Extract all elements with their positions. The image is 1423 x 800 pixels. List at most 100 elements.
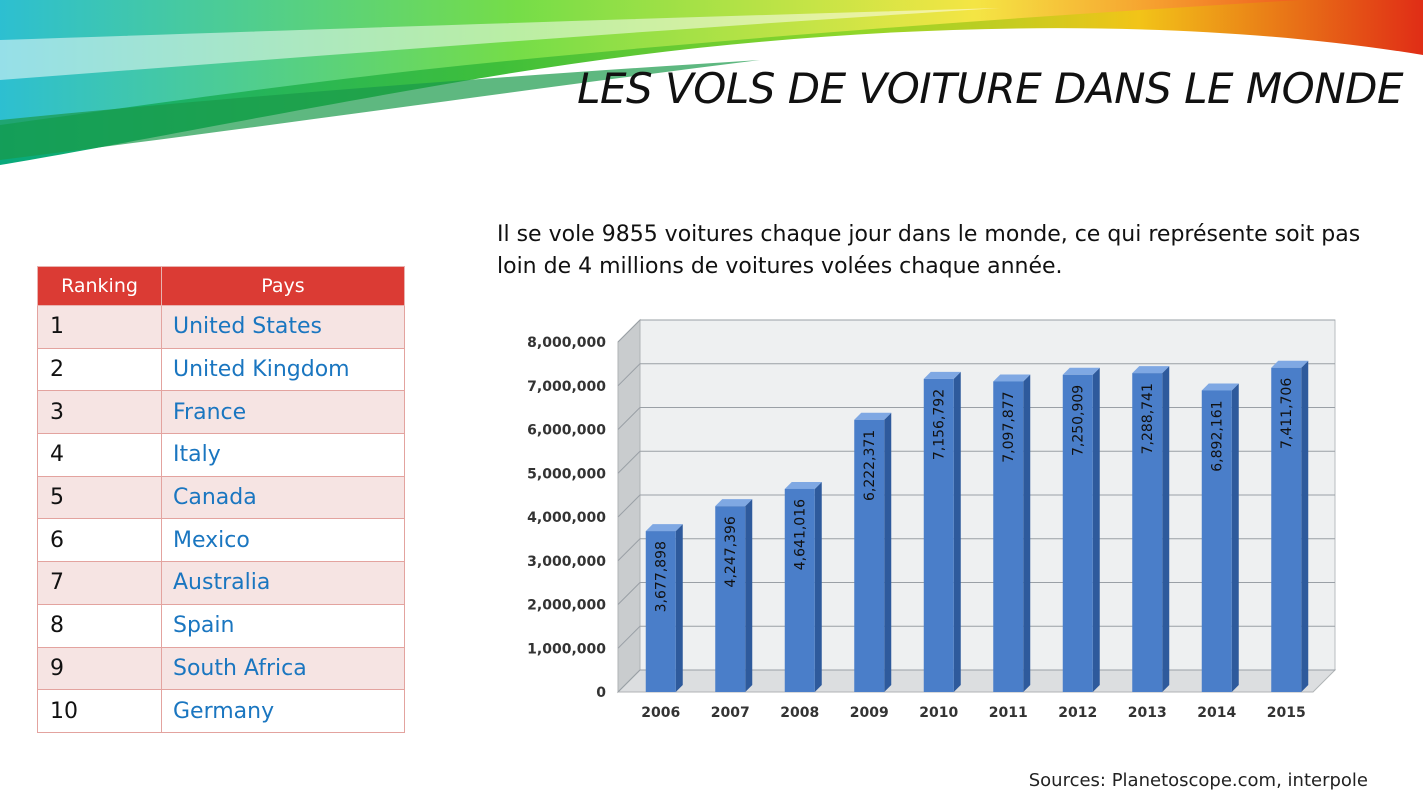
slide-title: LES VOLS DE VOITURE DANS LE MONDE bbox=[577, 64, 1403, 113]
bar-data-label: 7,097,877 bbox=[1001, 391, 1017, 462]
bar-side bbox=[1023, 374, 1031, 692]
bar bbox=[1271, 367, 1302, 692]
x-tick-label: 2006 bbox=[641, 705, 680, 721]
bar-top bbox=[923, 371, 961, 379]
table-row: 7 Australia bbox=[37, 561, 405, 605]
gridline bbox=[617, 538, 1335, 562]
rank-cell: 5 bbox=[37, 475, 162, 520]
rank-cell: 4 bbox=[37, 433, 162, 477]
country-cell: United States bbox=[161, 305, 405, 349]
rank-cell: 2 bbox=[37, 347, 162, 392]
y-tick-label: 0 bbox=[596, 685, 606, 701]
table-row: 8 Spain bbox=[37, 603, 405, 648]
intro-text: Il se vole 9855 voitures chaque jour dan… bbox=[497, 222, 1361, 279]
country-cell: France bbox=[161, 390, 405, 435]
rank-cell: 7 bbox=[37, 561, 162, 605]
header-ranking: Ranking bbox=[37, 266, 162, 306]
bar-top bbox=[1201, 383, 1239, 391]
bar-top bbox=[1271, 360, 1309, 368]
gridline bbox=[617, 407, 1335, 430]
ranking-table-body: 1 United States 2 United Kingdom 3 France 4 Ita… bbox=[37, 305, 405, 733]
rank-cell: 6 bbox=[37, 518, 162, 563]
bar-data-label: 7,250,909 bbox=[1071, 385, 1087, 456]
bar bbox=[1062, 374, 1093, 692]
gridline bbox=[617, 363, 1335, 387]
country-cell: United Kingdom bbox=[161, 347, 405, 392]
gridline bbox=[617, 494, 1335, 518]
table-header-row: Ranking Pays bbox=[37, 266, 405, 306]
bar bbox=[993, 381, 1024, 692]
y-tick-label: 7,000,000 bbox=[527, 379, 606, 395]
rank-cell: 1 bbox=[37, 305, 162, 349]
bar-side bbox=[1301, 360, 1309, 692]
country-cell: Canada bbox=[161, 475, 405, 520]
x-tick-label: 2013 bbox=[1128, 705, 1167, 721]
x-tick-label: 2014 bbox=[1197, 705, 1236, 721]
ranking-table: Ranking Pays 1 United States 2 United Kingd… bbox=[37, 266, 405, 733]
bar-side bbox=[953, 371, 961, 692]
sources-text: Sources: Planetoscope.com, interpole bbox=[1028, 770, 1368, 791]
header-pays: Pays bbox=[161, 266, 405, 306]
y-tick-label: 1,000,000 bbox=[527, 641, 606, 657]
bar-top bbox=[645, 524, 683, 532]
bar bbox=[854, 419, 885, 692]
gridline bbox=[617, 450, 1335, 474]
bar-data-label: 7,288,741 bbox=[1140, 383, 1156, 454]
bar-side bbox=[1231, 383, 1239, 692]
y-tick-label: 3,000,000 bbox=[527, 554, 606, 570]
country-cell: South Africa bbox=[161, 646, 405, 691]
bar bbox=[715, 506, 746, 692]
bar-top bbox=[715, 499, 753, 507]
rank-cell: 9 bbox=[37, 646, 162, 691]
bar-data-label: 4,641,016 bbox=[793, 499, 809, 570]
bar bbox=[923, 378, 954, 692]
y-tick-label: 5,000,000 bbox=[527, 466, 606, 482]
gridline bbox=[617, 319, 1335, 343]
bar bbox=[645, 531, 676, 692]
y-tick-label: 8,000,000 bbox=[527, 335, 606, 351]
table-row: 4 Italy bbox=[37, 433, 405, 477]
rank-cell: 10 bbox=[37, 689, 162, 733]
bar-data-label: 7,156,792 bbox=[932, 389, 948, 460]
x-tick-label: 2010 bbox=[919, 705, 958, 721]
x-tick-label: 2012 bbox=[1058, 705, 1097, 721]
table-row: 9 South Africa bbox=[37, 646, 405, 691]
country-cell: Mexico bbox=[161, 518, 405, 563]
bar-side bbox=[1092, 367, 1100, 692]
y-tick-label: 6,000,000 bbox=[527, 423, 606, 439]
y-tick-label: 4,000,000 bbox=[527, 510, 606, 526]
table-row: 10 Germany bbox=[37, 689, 405, 733]
table-row: 6 Mexico bbox=[37, 518, 405, 563]
bar-data-label: 7,411,706 bbox=[1279, 378, 1295, 449]
x-tick-label: 2008 bbox=[780, 705, 819, 721]
bar-top bbox=[784, 481, 822, 489]
gridline bbox=[617, 625, 1335, 649]
gridline bbox=[617, 582, 1335, 605]
x-tick-label: 2011 bbox=[989, 705, 1028, 721]
table-row: 5 Canada bbox=[37, 475, 405, 520]
bar-top bbox=[1132, 366, 1170, 374]
bar-top bbox=[854, 412, 892, 420]
bar bbox=[1132, 373, 1163, 692]
country-cell: Germany bbox=[161, 689, 405, 733]
gridline bbox=[617, 669, 1335, 693]
x-tick-label: 2015 bbox=[1267, 705, 1306, 721]
bar-side bbox=[884, 412, 892, 692]
bar bbox=[784, 488, 815, 692]
country-cell: Spain bbox=[161, 603, 405, 648]
rank-cell: 8 bbox=[37, 603, 162, 648]
x-tick-label: 2007 bbox=[711, 705, 750, 721]
table-row: 1 United States bbox=[37, 305, 405, 349]
bar-side bbox=[675, 524, 683, 692]
country-cell: Australia bbox=[161, 561, 405, 605]
bar-data-label: 6,892,161 bbox=[1210, 400, 1226, 471]
bar-top bbox=[1062, 367, 1100, 375]
decorative-swoosh bbox=[0, 0, 1423, 165]
y-tick-label: 2,000,000 bbox=[527, 598, 606, 614]
bar-data-label: 3,677,898 bbox=[654, 541, 670, 612]
rank-cell: 3 bbox=[37, 390, 162, 435]
bar-side bbox=[1162, 366, 1170, 692]
bar-side bbox=[745, 499, 753, 692]
bar-side bbox=[814, 481, 822, 692]
x-tick-label: 2009 bbox=[850, 705, 889, 721]
